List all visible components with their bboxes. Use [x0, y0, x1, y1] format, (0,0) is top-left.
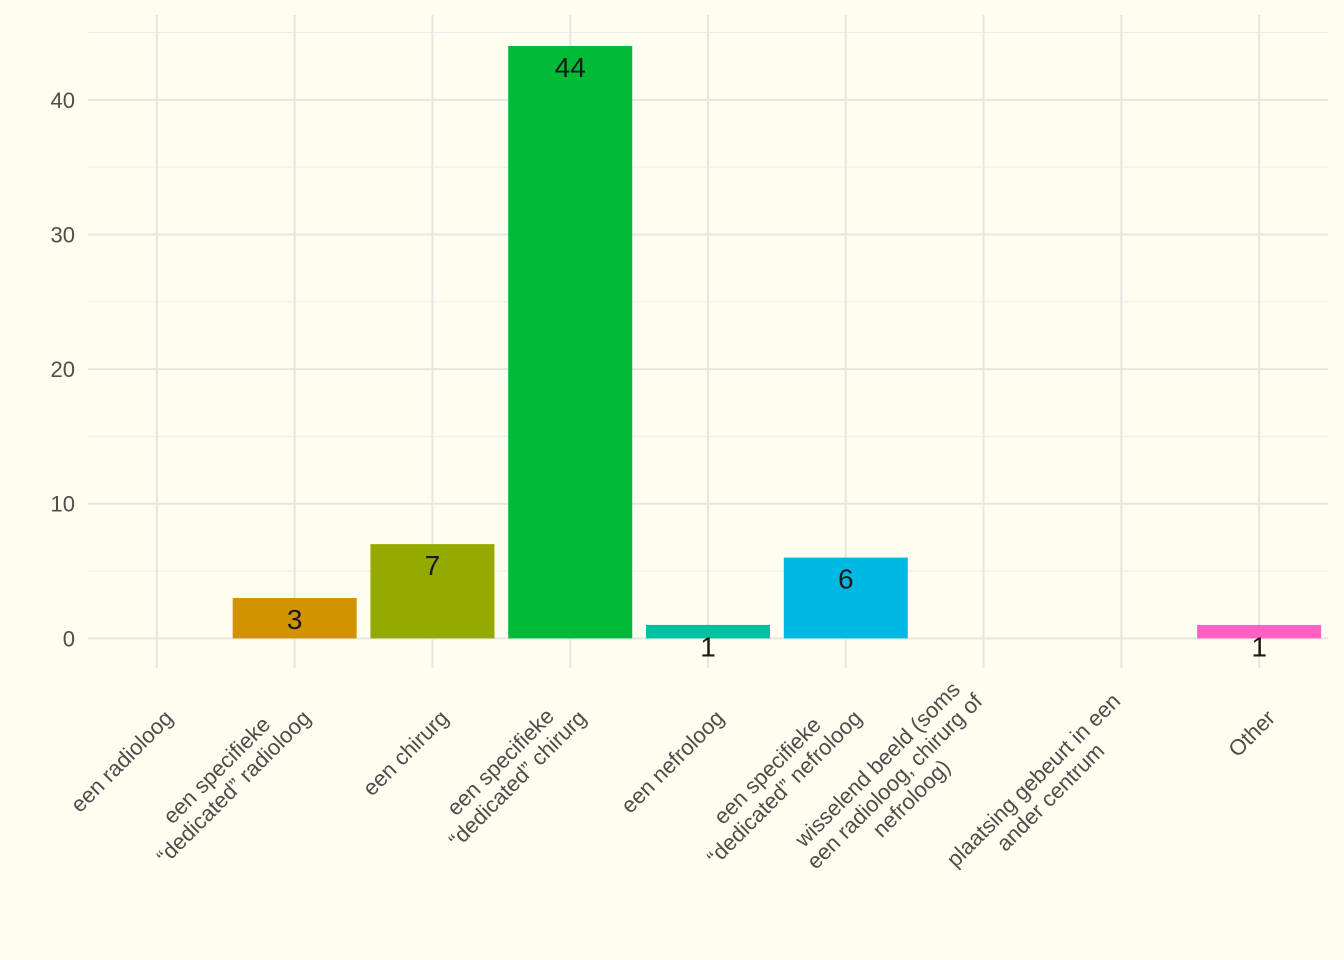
x-category-label-line: “dedicated” radioloog	[152, 705, 316, 869]
bar	[1197, 624, 1322, 639]
x-category-label: een chirurg	[358, 705, 454, 801]
data-label: 3	[287, 604, 303, 635]
data-label: 44	[555, 52, 586, 83]
bar	[508, 45, 633, 639]
y-tick-label: 0	[63, 626, 75, 651]
y-tick-label: 40	[51, 88, 75, 113]
x-category-label: een specifieke“dedicated” chirurg	[427, 688, 591, 852]
x-category-label-line: een radioloog	[66, 705, 178, 817]
x-category-label: een nefroloog	[616, 705, 729, 818]
data-label: 7	[425, 550, 441, 581]
y-tick-label: 10	[51, 492, 75, 517]
x-category-label-line: een nefroloog	[616, 705, 729, 818]
bar	[646, 624, 770, 639]
x-category-label-line: Other	[1223, 705, 1280, 762]
data-label: 1	[1251, 631, 1267, 662]
bar	[370, 544, 495, 639]
bar	[783, 557, 908, 639]
x-category-label-line: een chirurg	[358, 705, 454, 801]
bar	[232, 597, 357, 639]
grid-lines	[88, 15, 1328, 668]
bars: 3 7 44 1 6 1	[232, 45, 1322, 662]
data-label: 1	[700, 631, 716, 662]
x-category-label: een radioloog	[66, 705, 178, 817]
data-label: 6	[838, 564, 854, 595]
x-category-label: Other	[1223, 705, 1280, 762]
y-tick-label: 20	[51, 357, 75, 382]
y-tick-label: 30	[51, 222, 75, 247]
y-axis-tick-labels: 0 10 20 30 40	[51, 88, 75, 652]
